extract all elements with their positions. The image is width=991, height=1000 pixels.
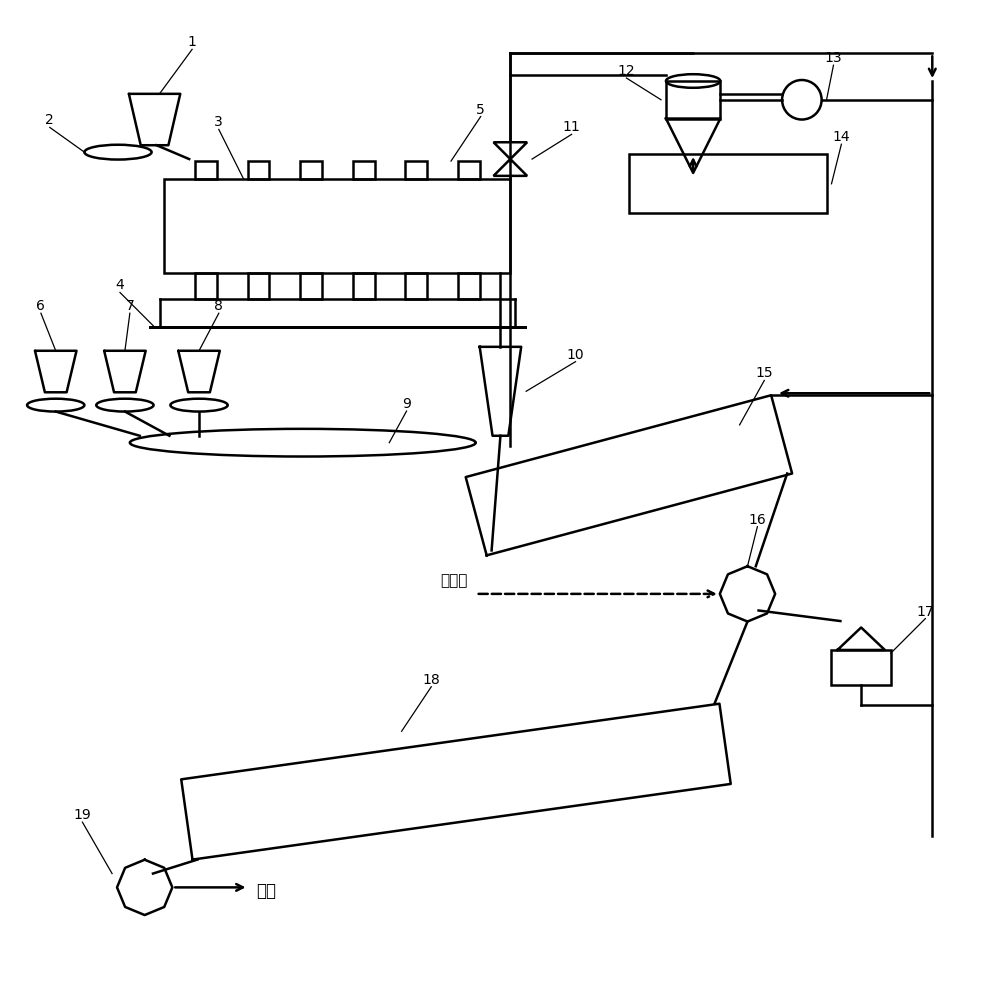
Text: 15: 15 bbox=[755, 366, 773, 380]
Text: 17: 17 bbox=[917, 605, 935, 619]
Bar bbox=[248, 161, 270, 179]
Text: 19: 19 bbox=[73, 808, 91, 822]
Text: 12: 12 bbox=[617, 64, 635, 78]
Text: 1: 1 bbox=[187, 35, 196, 49]
Text: 18: 18 bbox=[422, 673, 440, 687]
Bar bbox=[405, 161, 427, 179]
Text: 10: 10 bbox=[567, 348, 585, 362]
Text: 16: 16 bbox=[748, 513, 766, 527]
Bar bbox=[195, 273, 217, 299]
Text: 校正料: 校正料 bbox=[440, 573, 468, 588]
Text: 5: 5 bbox=[477, 103, 485, 117]
Text: 3: 3 bbox=[214, 115, 223, 129]
Bar bbox=[353, 161, 375, 179]
Text: 6: 6 bbox=[37, 299, 46, 313]
Text: 2: 2 bbox=[46, 113, 55, 127]
Bar bbox=[666, 81, 720, 119]
Bar bbox=[300, 273, 322, 299]
Text: 4: 4 bbox=[116, 278, 124, 292]
Bar bbox=[405, 273, 427, 299]
Bar bbox=[248, 273, 270, 299]
Bar bbox=[458, 161, 480, 179]
Bar bbox=[195, 161, 217, 179]
Text: 14: 14 bbox=[832, 130, 850, 144]
Text: 7: 7 bbox=[126, 299, 134, 313]
Text: 成品: 成品 bbox=[257, 882, 276, 900]
Bar bbox=[165, 179, 510, 273]
Bar bbox=[353, 273, 375, 299]
Text: 8: 8 bbox=[214, 299, 223, 313]
Bar bbox=[458, 273, 480, 299]
Text: 11: 11 bbox=[563, 120, 581, 134]
Text: 9: 9 bbox=[402, 397, 411, 411]
Text: 13: 13 bbox=[825, 51, 842, 65]
Bar bbox=[300, 161, 322, 179]
Bar bbox=[831, 650, 891, 685]
Bar bbox=[629, 154, 826, 213]
